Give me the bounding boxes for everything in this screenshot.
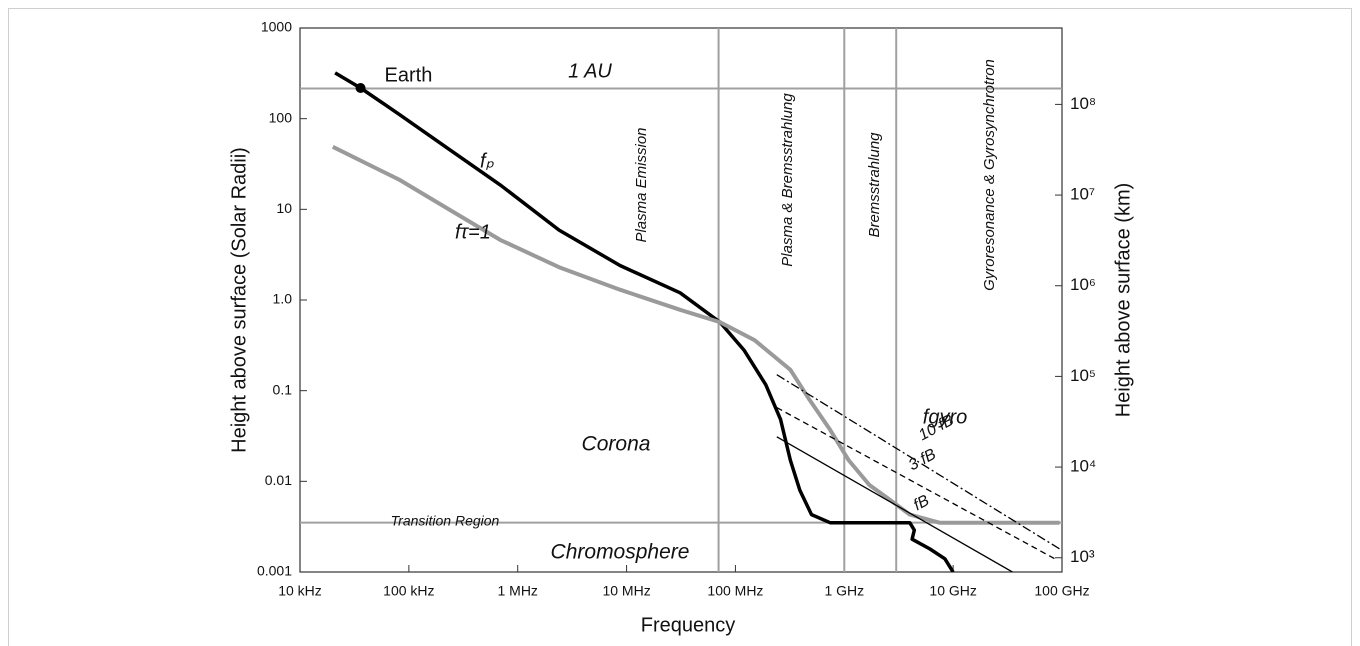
region-label: Plasma & Bremsstrahlung xyxy=(779,93,796,267)
annotation: Chromosphere xyxy=(551,541,690,564)
point-label: Earth xyxy=(385,64,433,86)
y2-tick-label: 10⁷ xyxy=(1070,185,1095,204)
series-line xyxy=(776,436,1013,572)
series-label: 3 fB xyxy=(906,446,939,475)
y2-tick-label: 10⁵ xyxy=(1070,366,1096,385)
x-tick-label: 10 GHz xyxy=(929,583,976,599)
series-line xyxy=(334,71,955,572)
x-tick-label: 10 kHz xyxy=(278,583,322,599)
region-label: Plasma Emission xyxy=(633,127,650,242)
x-tick-label: 1 GHz xyxy=(824,583,864,599)
x-tick-label: 10 MHz xyxy=(602,583,650,599)
plot-area xyxy=(299,27,1063,573)
y-tick-label: 0.1 xyxy=(273,381,293,397)
point xyxy=(355,82,366,93)
annotation: Corona xyxy=(582,433,651,456)
series-label: fB xyxy=(911,492,933,514)
reference-label: 1 AU xyxy=(568,60,612,82)
y2-tick-label: 10⁶ xyxy=(1070,275,1096,294)
series-line xyxy=(776,407,1056,560)
x-tick-label: 100 kHz xyxy=(383,583,434,599)
reference-label: Transition Region xyxy=(391,513,500,529)
y2-tick-label: 10⁸ xyxy=(1070,94,1096,113)
y-tick-label: 1.0 xyxy=(273,291,293,307)
x-tick-label: 100 MHz xyxy=(707,583,763,599)
region-label: Gyroresonance & Gyrosynchrotron xyxy=(981,59,998,291)
y-tick-label: 10 xyxy=(276,200,292,216)
x-tick-label: 100 GHz xyxy=(1034,583,1089,599)
series-label: fτ=1 xyxy=(455,221,491,243)
plot-content xyxy=(300,28,1062,572)
series-line xyxy=(331,145,1060,525)
x-tick-label: 1 MHz xyxy=(497,583,537,599)
x-axis-label: Frequency xyxy=(641,614,736,636)
annotation: fgyro xyxy=(923,406,967,428)
y-tick-label: 0.001 xyxy=(257,563,292,579)
y2-tick-label: 10³ xyxy=(1070,547,1095,566)
series-label: fₚ xyxy=(480,150,495,172)
y-tick-label: 1000 xyxy=(261,19,292,35)
y-tick-label: 0.01 xyxy=(265,472,292,488)
frame xyxy=(8,8,1352,646)
y-tick-label: 100 xyxy=(269,109,293,125)
y2-tick-label: 10⁴ xyxy=(1070,457,1096,476)
y2-axis-label: Height above surface (km) xyxy=(1112,183,1134,418)
series-line xyxy=(776,374,1060,550)
y-axis-label: Height above surface (Solar Radii) xyxy=(228,147,250,453)
region-label: Bremsstrahlung xyxy=(866,132,883,238)
